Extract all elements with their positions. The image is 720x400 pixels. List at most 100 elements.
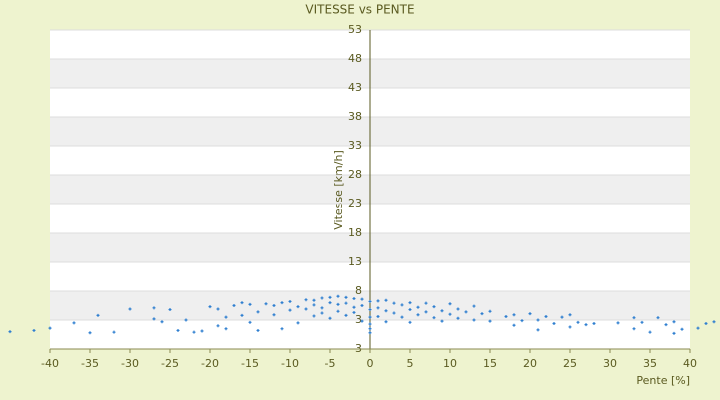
point — [456, 316, 460, 320]
point — [352, 305, 356, 309]
point — [520, 319, 524, 323]
point — [704, 321, 708, 325]
point — [192, 330, 196, 334]
point — [368, 331, 372, 335]
point — [640, 320, 644, 324]
point — [568, 325, 572, 329]
point — [408, 320, 412, 324]
point — [256, 310, 260, 314]
point — [536, 328, 540, 332]
point — [72, 321, 76, 325]
point — [440, 319, 444, 323]
point — [368, 315, 372, 319]
point — [448, 312, 452, 316]
point — [488, 319, 492, 323]
point — [384, 320, 388, 324]
point — [48, 326, 52, 330]
point — [360, 319, 364, 323]
point — [472, 304, 476, 308]
x-tick-label: -25 — [161, 357, 179, 370]
point — [632, 327, 636, 331]
point — [472, 318, 476, 322]
point — [568, 313, 572, 317]
y-tick-label: 3 — [355, 313, 362, 326]
y-tick-label: 48 — [348, 52, 362, 65]
x-tick-label: -5 — [325, 357, 336, 370]
point — [440, 309, 444, 313]
point — [560, 315, 564, 319]
point — [208, 305, 212, 309]
point — [344, 313, 348, 317]
x-tick-label: 5 — [407, 357, 414, 370]
point — [376, 315, 380, 319]
point — [152, 317, 156, 321]
point — [272, 313, 276, 317]
point — [240, 313, 244, 317]
point — [368, 322, 372, 326]
point — [280, 327, 284, 331]
point — [288, 308, 292, 312]
point — [328, 295, 332, 299]
point — [296, 305, 300, 309]
point — [224, 315, 228, 319]
point — [312, 303, 316, 307]
point — [488, 309, 492, 313]
point — [320, 306, 324, 310]
point — [448, 302, 452, 306]
x-tick-label: -35 — [81, 357, 99, 370]
point — [424, 301, 428, 305]
point — [384, 298, 388, 302]
point — [368, 327, 372, 331]
point — [112, 330, 116, 334]
point — [232, 304, 236, 307]
point — [392, 311, 396, 315]
point — [664, 323, 668, 327]
point — [256, 328, 260, 332]
chart-title: VITESSE vs PENTE — [305, 3, 414, 17]
point — [184, 318, 188, 322]
point — [272, 304, 276, 307]
point — [288, 299, 292, 303]
x-tick-label: -10 — [281, 357, 299, 370]
point — [512, 323, 516, 327]
point — [312, 298, 316, 302]
point — [432, 305, 436, 309]
x-tick-label: -30 — [121, 357, 139, 370]
point — [376, 299, 380, 303]
point — [328, 316, 332, 320]
point — [456, 307, 460, 311]
point — [648, 330, 652, 334]
point — [328, 301, 332, 305]
point — [392, 301, 396, 305]
point — [696, 326, 700, 330]
point — [264, 302, 268, 306]
y-tick-label: 53 — [348, 23, 362, 36]
point — [304, 307, 308, 311]
point — [224, 327, 228, 331]
point — [464, 310, 468, 314]
point — [360, 304, 364, 307]
point — [352, 297, 356, 301]
point — [584, 323, 588, 327]
point — [368, 308, 372, 312]
point — [88, 331, 92, 335]
x-tick-label: -40 — [41, 357, 59, 370]
x-tick-label: -20 — [201, 357, 219, 370]
point — [216, 324, 220, 328]
point — [544, 315, 548, 319]
point — [96, 313, 100, 317]
point — [280, 301, 284, 305]
y-axis-label: Vitesse [km/h] — [332, 150, 345, 230]
point — [536, 318, 540, 322]
point — [320, 296, 324, 300]
point — [616, 321, 620, 325]
point — [416, 305, 420, 309]
point — [344, 301, 348, 305]
point — [552, 321, 556, 325]
x-tick-label: 0 — [367, 357, 374, 370]
x-tick-label: 10 — [443, 357, 457, 370]
point — [672, 331, 676, 335]
point — [512, 313, 516, 317]
y-tick-label: 8 — [355, 284, 362, 297]
point — [32, 328, 36, 332]
